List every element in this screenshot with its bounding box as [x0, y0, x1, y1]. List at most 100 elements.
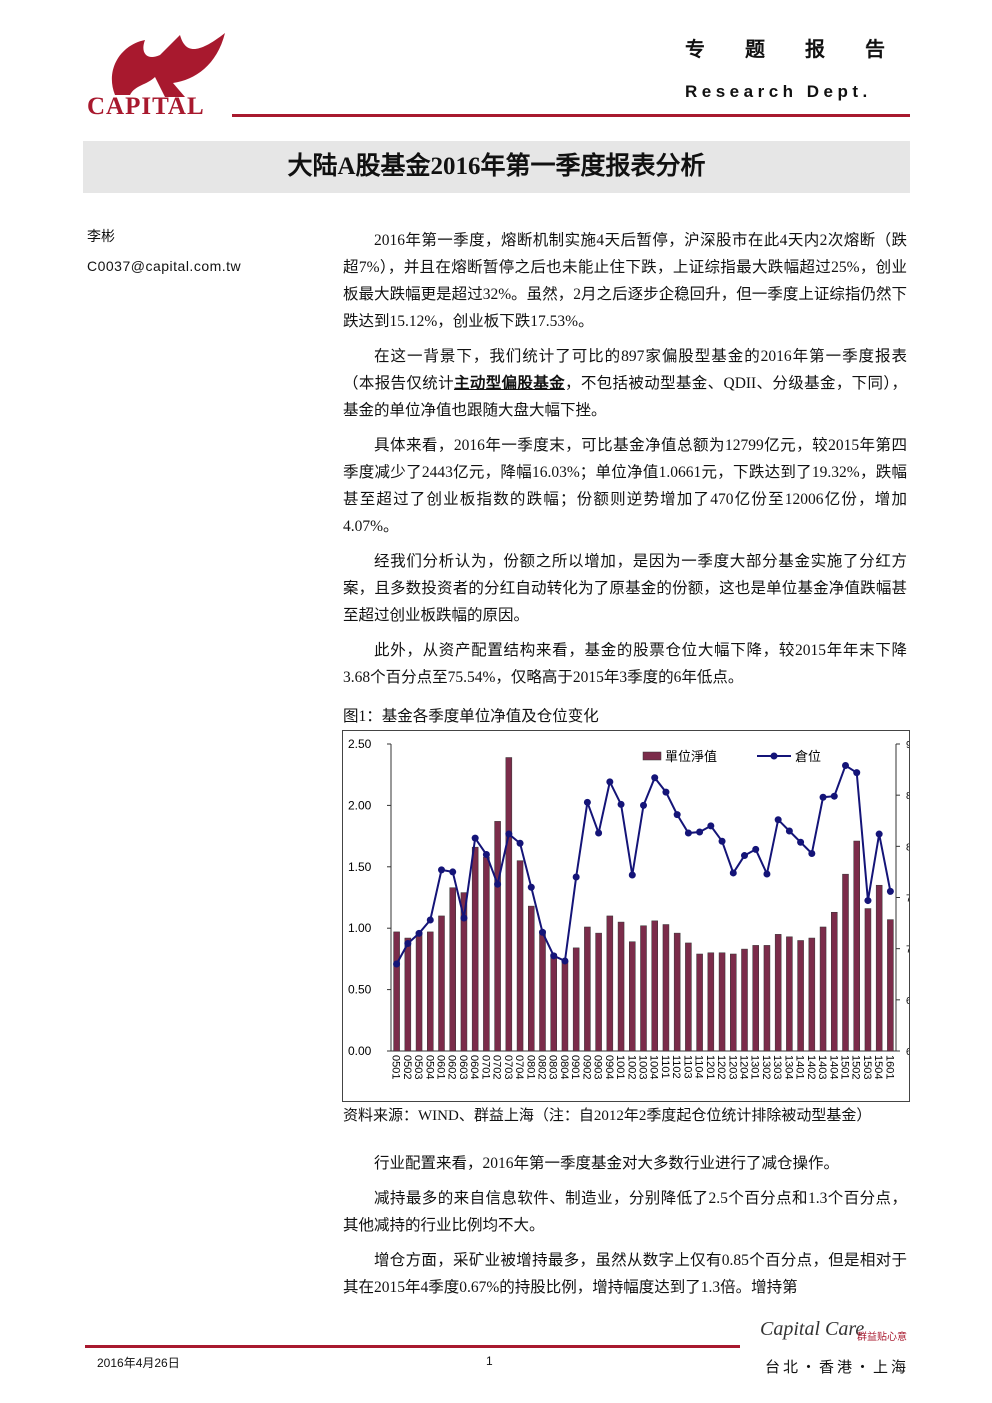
point [415, 929, 423, 937]
x-tick-label: 1503 [861, 1055, 873, 1079]
emphasis: 主动型偏股基金 [453, 375, 565, 392]
x-tick-label: 0502 [401, 1055, 413, 1079]
bar [595, 932, 602, 1052]
figure-caption: 图1：基金各季度单位净值及仓位变化 [343, 708, 599, 725]
bar [550, 953, 557, 1052]
x-tick-label: 1004 [648, 1055, 660, 1079]
bar [685, 942, 692, 1052]
x-tick-label: 1202 [715, 1055, 727, 1079]
x-tick-label: 0603 [457, 1055, 469, 1079]
logo: CAPITAL [87, 33, 225, 120]
dept: Research Dept. [685, 82, 872, 101]
y-tick-label: 0.00 [348, 1044, 372, 1058]
y-tick-label: 0.50 [348, 983, 372, 997]
bar [763, 945, 771, 1052]
bar [483, 856, 490, 1052]
point [561, 957, 569, 965]
x-tick-label: 0901 [569, 1055, 581, 1079]
text: 在这一背景下，我们统计了可比的897家偏股型基金的2016年第一季度报表（本报告… [343, 348, 907, 392]
bar [449, 887, 456, 1052]
point [426, 916, 434, 924]
paragraph: 行业配置来看，2016年第一季度基金对大多数行业进行了减仓操作。 [374, 1155, 840, 1172]
bar [427, 931, 434, 1052]
bar [808, 937, 816, 1052]
y2-tick-label: 75% [906, 894, 910, 905]
x-tick-label: 0703 [502, 1055, 514, 1079]
x-tick-label: 0803 [547, 1055, 559, 1079]
point [864, 897, 872, 905]
logo-text: CAPITAL [87, 93, 205, 120]
x-tick-label: 1203 [726, 1055, 738, 1079]
y2-tick-label: 70% [906, 945, 910, 956]
legend-label: 單位淨值 [665, 749, 717, 764]
body-bottom: 行业配置来看，2016年第一季度基金对大多数行业进行了减仓操作。减持最多的来自信… [343, 1150, 907, 1309]
y2-tick-label: 65% [906, 996, 910, 1007]
x-tick-label: 0601 [435, 1055, 447, 1079]
point [628, 871, 636, 879]
point [785, 827, 793, 835]
paragraph: 减持最多的来自信息软件、制造业，分别降低了2.5个百分点和1.3个百分点，其他减… [343, 1190, 907, 1234]
point [886, 887, 894, 895]
x-tick-label: 1402 [805, 1055, 817, 1079]
footer-rule [85, 1345, 740, 1348]
bar [774, 934, 782, 1052]
x-tick-label: 0503 [412, 1055, 424, 1079]
point [673, 811, 681, 819]
point [797, 838, 805, 846]
bar [438, 915, 445, 1052]
author: 李彬 [87, 228, 115, 244]
bar [673, 932, 681, 1052]
point [539, 928, 546, 936]
bar [572, 947, 580, 1052]
bar [887, 919, 894, 1052]
paragraph: 在这一背景下，我们统计了可比的897家偏股型基金的2016年第一季度报表（本报告… [343, 343, 907, 424]
point [516, 839, 524, 847]
bar [415, 931, 423, 1052]
bar [819, 926, 827, 1052]
x-tick-label: 1304 [782, 1055, 794, 1079]
point [875, 830, 883, 838]
x-tick-label: 1204 [738, 1055, 750, 1079]
bar [864, 908, 872, 1052]
x-tick-label: 0903 [592, 1055, 604, 1079]
x-tick-label: 0802 [536, 1055, 548, 1079]
point [684, 829, 692, 837]
x-tick-label: 0704 [513, 1055, 525, 1079]
paragraph: 此外，从资产配置结构来看，基金的股票仓位大幅下降，较2015年年末下降3.68个… [343, 642, 907, 686]
chart: 0.00 0.50 1.00 1.50 2.00 2.50 60% 65% 70% 75% 80% 8… [342, 730, 910, 1102]
bar [629, 941, 636, 1052]
x-tick-label: 0701 [479, 1055, 491, 1079]
x-tick-label: 0801 [524, 1055, 536, 1079]
legend-dot [770, 752, 778, 760]
point [527, 883, 535, 891]
x-tick-label: 0902 [580, 1055, 592, 1079]
x-tick-label: 0501 [390, 1055, 402, 1079]
y-tick-label: 1.00 [348, 921, 372, 935]
point [494, 880, 502, 888]
bar [707, 952, 715, 1052]
point [449, 868, 457, 876]
footer-cities: 台北・香港・上海 [765, 1360, 910, 1376]
bar [875, 884, 883, 1052]
bar [853, 840, 860, 1052]
x-tick-label: 1504 [872, 1055, 884, 1079]
y-tick-label: 2.50 [348, 737, 372, 751]
point [460, 914, 468, 922]
paragraph: 2016年第一季度，熔断机制实施4天后暂停，沪深股市在此4天内2次熔断（跌超7%… [343, 232, 907, 330]
x-tick-label: 1101 [659, 1055, 671, 1079]
x-tick-label: 1404 [827, 1055, 839, 1079]
x-tick-label: 1003 [637, 1055, 649, 1079]
legend-swatch [642, 751, 662, 761]
bar [752, 945, 759, 1052]
bar [404, 937, 412, 1052]
logo-bird [111, 33, 225, 97]
paragraph: 增仓方面，采矿业被增持最多，虽然从数字上仅有0.85个百分点，但是相对于其在20… [343, 1252, 907, 1296]
y2-tick-label: 85% [906, 791, 910, 802]
bar [494, 821, 501, 1052]
paragraph: 经我们分析认为，份额之所以增加，是因为一季度大部分基金实施了分红方案，且多数投资… [343, 553, 907, 624]
bar [797, 940, 804, 1052]
point [729, 869, 737, 877]
x-tick-label: 0702 [491, 1055, 503, 1079]
y2-tick-label: 60% [906, 1047, 910, 1058]
